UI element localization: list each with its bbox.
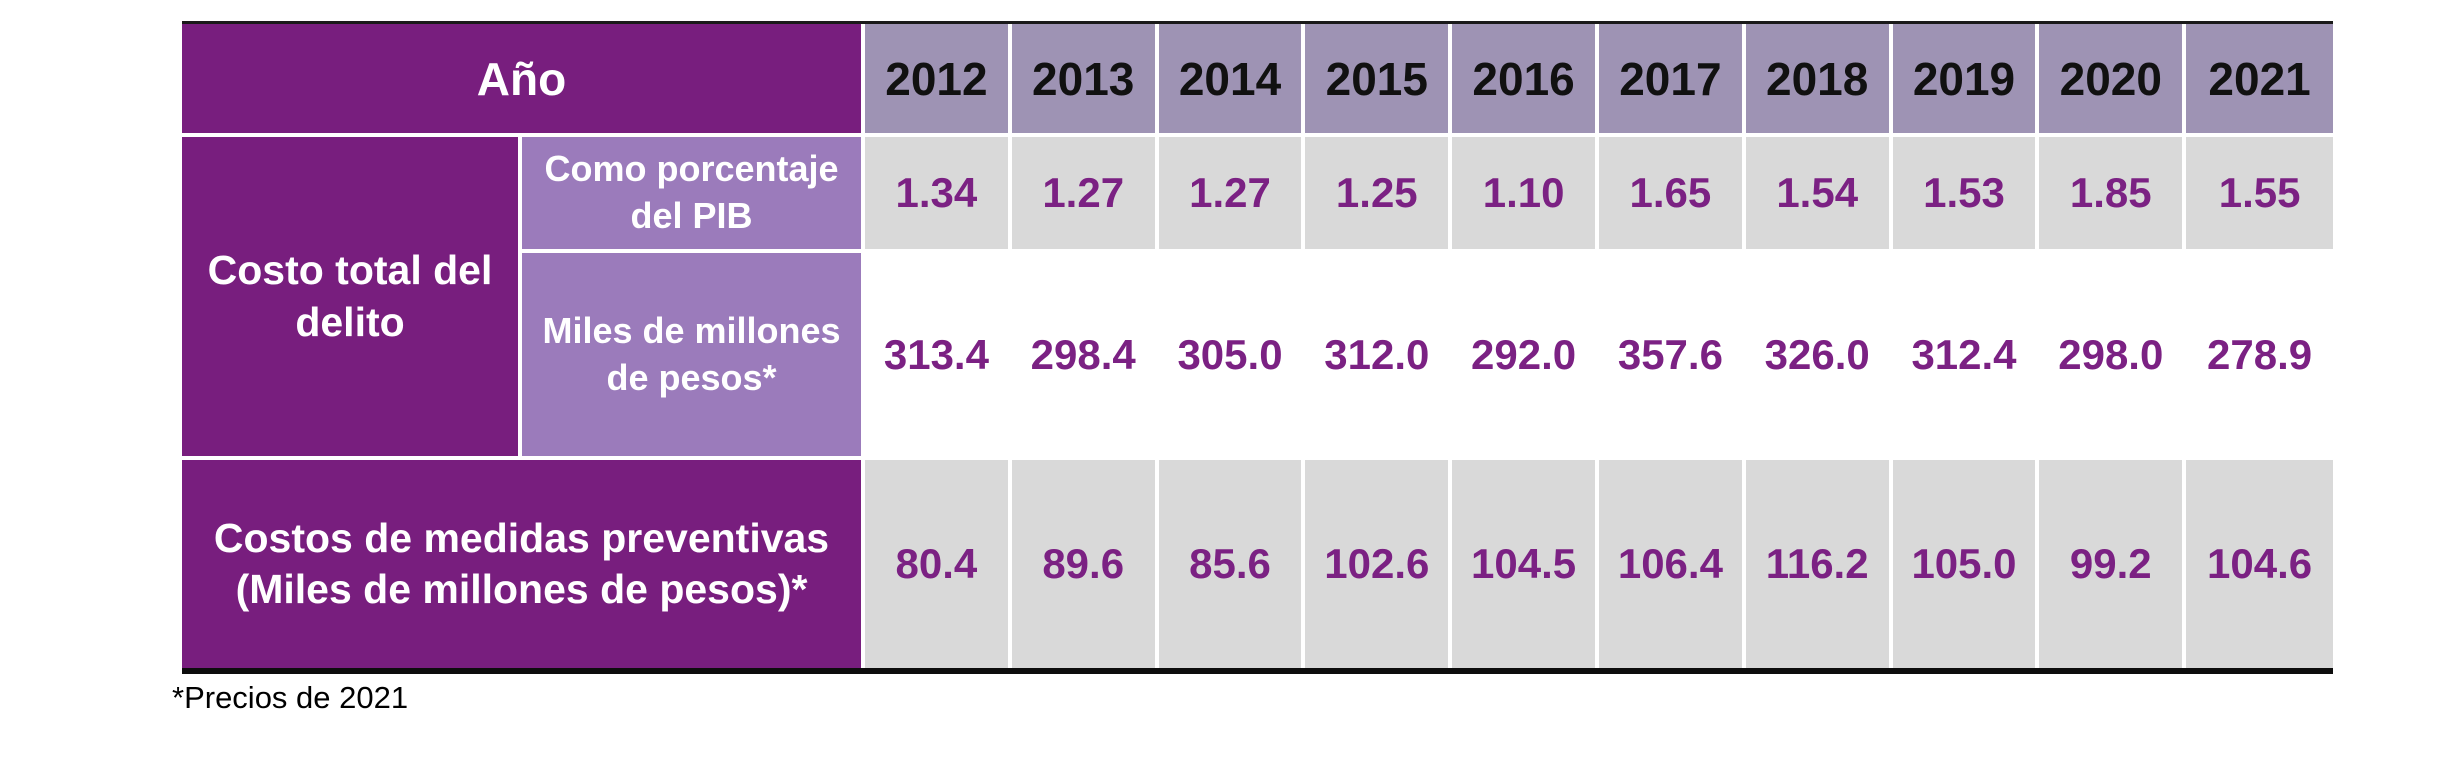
- year-header-cell: 2020: [2039, 24, 2187, 137]
- year-header-cell: 2015: [1305, 24, 1453, 137]
- year-header-cell: 2017: [1599, 24, 1746, 137]
- year-header-cell: 2014: [1158, 24, 1306, 137]
- value-cell: 85.6: [1158, 460, 1306, 668]
- year-header-cell: 2016: [1452, 24, 1599, 137]
- value-cell: 305.0: [1158, 253, 1306, 460]
- value-cell: 298.0: [2039, 253, 2187, 460]
- value-cell: 1.34: [865, 137, 1012, 253]
- value-cell: 104.6: [2186, 460, 2333, 668]
- footnote-precios: *Precios de 2021: [172, 680, 409, 715]
- row-miles-de-millones: Miles de millones de pesos* 313.4 298.4 …: [182, 253, 2333, 460]
- cost-table-wrapper: Año 2012 2013 2014 2015 2016 2017 2018 2…: [182, 21, 2333, 674]
- value-cell: 1.55: [2186, 137, 2333, 253]
- value-cell: 80.4: [865, 460, 1012, 668]
- value-cell: 312.4: [1892, 253, 2040, 460]
- value-cell: 105.0: [1892, 460, 2040, 668]
- value-cell: 312.0: [1305, 253, 1453, 460]
- value-cell: 326.0: [1745, 253, 1893, 460]
- value-cell: 106.4: [1599, 460, 1746, 668]
- value-cell: 104.5: [1452, 460, 1599, 668]
- value-cell: 1.27: [1011, 137, 1159, 253]
- value-cell: 1.25: [1305, 137, 1453, 253]
- row-medidas-preventivas: Costos de medidas preventivas (Miles de …: [182, 460, 2333, 668]
- value-cell: 298.4: [1011, 253, 1159, 460]
- value-cell: 1.10: [1452, 137, 1599, 253]
- value-cell: 99.2: [2039, 460, 2187, 668]
- value-cell: 292.0: [1452, 253, 1599, 460]
- value-cell: 102.6: [1305, 460, 1453, 668]
- row-group-label-medidas-preventivas: Costos de medidas preventivas (Miles de …: [182, 460, 866, 668]
- cost-table: Año 2012 2013 2014 2015 2016 2017 2018 2…: [182, 24, 2333, 668]
- value-cell: 1.53: [1892, 137, 2040, 253]
- year-header-cell: 2018: [1745, 24, 1893, 137]
- value-cell: 1.65: [1599, 137, 1746, 253]
- value-cell: 1.85: [2039, 137, 2187, 253]
- year-header-cell: 2021: [2186, 24, 2333, 137]
- value-cell: 313.4: [865, 253, 1012, 460]
- year-header-cell: 2012: [865, 24, 1012, 137]
- row-group-label-costo-total: Costo total del delito: [182, 137, 522, 460]
- header-row: Año 2012 2013 2014 2015 2016 2017 2018 2…: [182, 24, 2333, 137]
- value-cell: 89.6: [1011, 460, 1159, 668]
- value-cell: 1.54: [1745, 137, 1893, 253]
- year-header-cell: 2019: [1892, 24, 2040, 137]
- value-cell: 357.6: [1599, 253, 1746, 460]
- value-cell: 278.9: [2186, 253, 2333, 460]
- sub-row-label-miles-millones: Miles de millones de pesos*: [522, 253, 866, 460]
- value-cell: 1.27: [1158, 137, 1306, 253]
- value-cell: 116.2: [1745, 460, 1893, 668]
- corner-header-ano: Año: [182, 24, 866, 137]
- year-header-cell: 2013: [1011, 24, 1159, 137]
- sub-row-label-porcentaje-pib: Como porcentaje del PIB: [522, 137, 866, 253]
- row-porcentaje-pib: Costo total del delito Como porcentaje d…: [182, 137, 2333, 460]
